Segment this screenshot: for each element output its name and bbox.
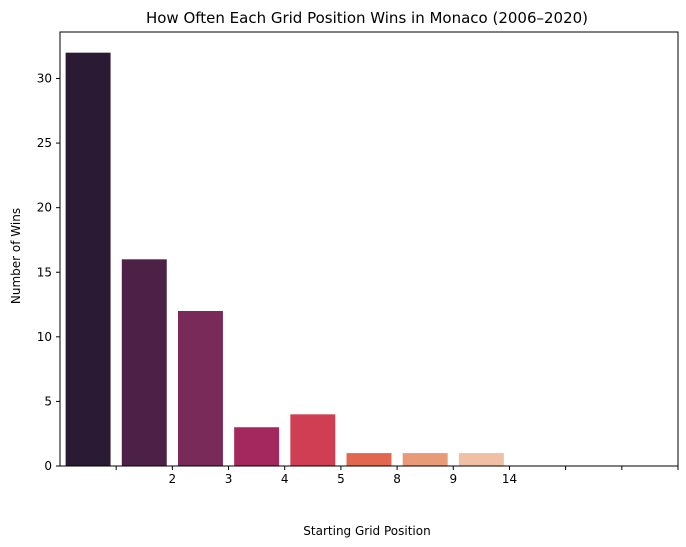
bar bbox=[458, 453, 504, 466]
bar bbox=[402, 453, 448, 466]
y-axis-label: Number of Wins bbox=[9, 208, 23, 304]
y-tick-label: 10 bbox=[37, 330, 52, 344]
bar bbox=[121, 259, 167, 466]
x-tick-label: 3 bbox=[225, 472, 233, 486]
x-tick-label: 2 bbox=[169, 472, 177, 486]
x-tick-label: 4 bbox=[281, 472, 289, 486]
x-tick-label: 14 bbox=[502, 472, 517, 486]
bar bbox=[346, 453, 392, 466]
bar bbox=[65, 52, 111, 467]
bar bbox=[290, 414, 336, 466]
plot-frame bbox=[59, 31, 679, 467]
x-axis-label: Starting Grid Position bbox=[303, 524, 430, 538]
y-tick-label: 30 bbox=[37, 72, 52, 86]
chart-title: How Often Each Grid Position Wins in Mon… bbox=[146, 9, 588, 27]
y-tick-label: 5 bbox=[44, 394, 52, 408]
plot-area: 0 5 10 15 20 25 30 2 3 4 5 8 9 14 bbox=[37, 31, 679, 486]
y-tick-label: 20 bbox=[37, 201, 52, 215]
bar bbox=[234, 427, 280, 466]
bar bbox=[177, 311, 223, 466]
x-tick-label: 5 bbox=[337, 472, 345, 486]
y-tick-label: 25 bbox=[37, 136, 52, 150]
x-tick-label: 8 bbox=[393, 472, 401, 486]
y-tick-label: 0 bbox=[44, 459, 52, 473]
x-tick-label: 9 bbox=[449, 472, 457, 486]
y-tick-label: 15 bbox=[37, 265, 52, 279]
